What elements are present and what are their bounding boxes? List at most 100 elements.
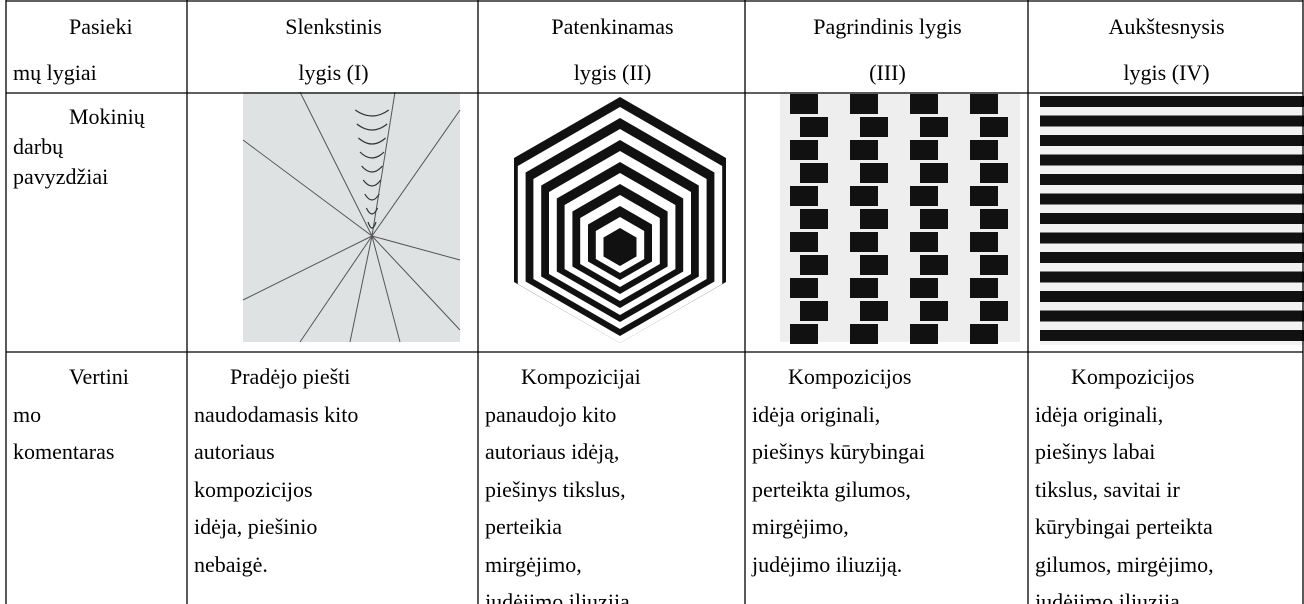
artwork-brick [800,117,828,137]
cell-text: darbų [13,134,64,159]
cell-text: perteikia [485,514,562,539]
artwork-brick [800,255,828,275]
cell-text: piešinys kūrybingai [752,439,925,464]
artwork-brick [850,186,878,206]
cell-text: (III) [869,60,906,85]
artwork-brick [860,163,888,183]
table-cell: Aukštesnysis lygis (IV) [1035,4,1298,96]
artwork-brick [970,278,998,298]
table-cell: Kompozicijos idėja originali, piešinys lab… [1035,358,1298,604]
artwork-brick [910,278,938,298]
cell-text: autoriaus [194,439,275,464]
artwork-brick [980,117,1008,137]
cell-text: mo [13,401,42,427]
artwork-stripe [1040,213,1304,224]
artwork-hexagon [603,228,637,266]
artwork-brick [910,140,938,160]
cell-text: lygis (II) [573,60,652,85]
cell-text: Kompozicijai [521,364,641,389]
cell-text: mirgėjimo, [485,551,582,577]
artwork-stripe [1040,96,1304,107]
artwork-arc [354,109,390,117]
table-cell: Vertini mo komentaras [13,358,182,471]
cell-text: idėja originali, [1035,401,1164,427]
artwork-brick [800,163,828,183]
artwork-stripe [1040,232,1304,244]
artwork-brick [790,324,818,344]
artwork-arc [364,193,380,201]
cell-text: kompozicijos [194,476,313,502]
artwork-brick [850,278,878,298]
table-cell: Slenkstinis lygis (I) [194,4,473,96]
artwork-brick [790,278,818,298]
cell-text: judėjimo iliuziją. [1035,589,1186,604]
artwork-line [371,109,461,237]
artwork-line [371,235,461,261]
artwork-1 [243,92,460,342]
cell-text: nebaigė. [194,551,268,577]
artwork-stripe [1040,252,1304,263]
artwork-arc [365,207,379,215]
artwork-brick [910,186,938,206]
table-cell: Pagrindinis lygis (III) [752,4,1023,96]
artwork-brick [910,94,938,114]
cell-text: panaudojo kito [485,401,617,427]
artwork-stripe [1040,291,1304,302]
cell-text: Pasieki [69,14,133,39]
artwork-brick [920,117,948,137]
artwork-stripe [1040,135,1304,146]
cell-text: Pradėjo piešti [230,364,351,389]
table-cell: Pradėjo piešti naudodamasis kito autoriaus… [194,358,473,583]
artwork-stripe [1040,193,1304,205]
artwork-brick [860,117,888,137]
artwork-line [299,235,373,343]
cell-text: piešinys tikslus, [485,476,626,502]
artwork-brick [910,232,938,252]
cell-text: tikslus, savitai ir [1035,476,1180,502]
artwork-brick [800,209,828,229]
cell-text: piešinys labai [1035,439,1156,464]
artwork-brick [850,232,878,252]
table-cell: Mokinių darbų pavyzdžiai [13,102,182,192]
cell-text: idėja, piešinio [194,514,318,539]
artwork-brick [790,232,818,252]
artwork-brick [860,301,888,321]
table-cell: Pasieki mų lygiai [13,4,182,96]
artwork-stripe [1040,115,1304,127]
table-cell: Kompozicijai panaudojo kito autoriaus idėj… [485,358,740,604]
artwork-stripe [1040,174,1304,185]
cell-text: lygis (IV) [1123,60,1210,85]
artwork-stripe [1040,154,1304,166]
table-cell: Patenkinamas lygis (II) [485,4,740,96]
artwork-brick [910,324,938,344]
cell-text: naudodamasis kito [194,401,359,427]
artwork-brick [980,163,1008,183]
artwork-brick [970,232,998,252]
artwork-arc [367,221,377,229]
cell-text: mų lygiai [13,60,97,85]
artwork-brick [850,94,878,114]
artwork-line [349,235,373,343]
artwork-arc [361,165,383,173]
artwork-line [371,235,401,343]
cell-text: pavyzdžiai [13,164,109,189]
artwork-brick [790,186,818,206]
cell-text: Slenkstinis [285,14,382,39]
artwork-arc [359,151,385,159]
artwork-brick [970,140,998,160]
cell-text: lygis (I) [298,60,369,85]
artwork-line [242,139,373,237]
artwork-line [242,235,373,301]
artwork-arc [362,179,382,187]
cell-text: idėja originali, [752,401,881,427]
table-cell: Kompozicijos idėja originali, piešinys kūr… [752,358,1023,583]
artwork-brick [860,255,888,275]
cell-text: judėjimo iliuziją. [485,589,636,604]
artwork-brick [980,209,1008,229]
cell-text: judėjimo iliuziją. [752,551,903,577]
cell-text: Vertini [69,364,129,389]
cell-text: Kompozicijos [1071,364,1195,389]
artwork-brick [850,140,878,160]
